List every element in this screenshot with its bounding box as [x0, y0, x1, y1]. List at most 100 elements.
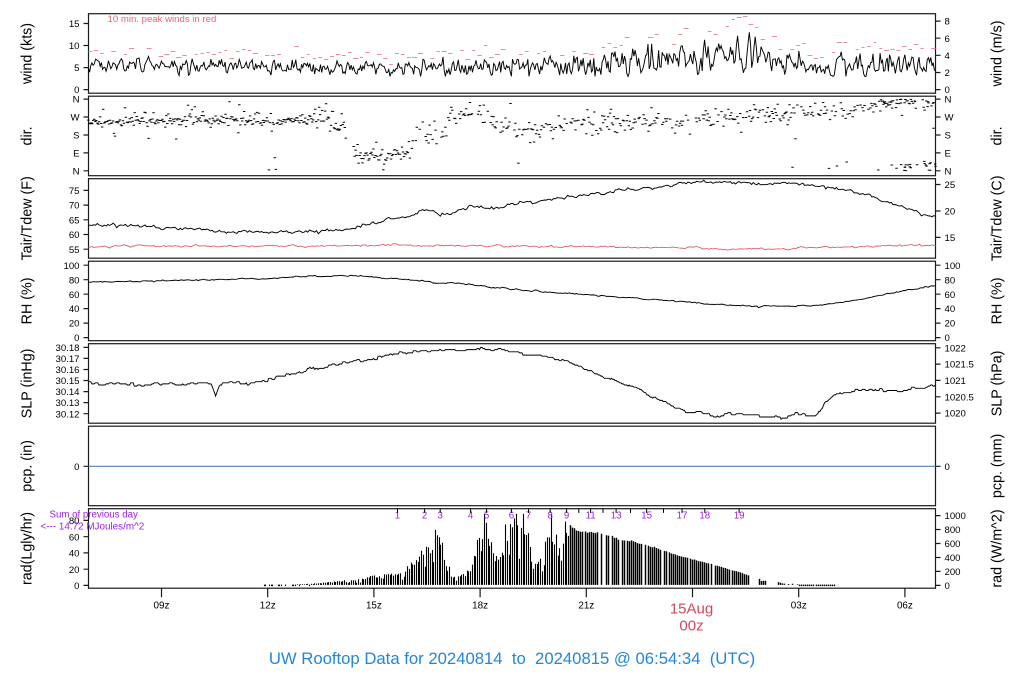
svg-text:30.15: 30.15 [55, 376, 79, 387]
svg-text:0: 0 [945, 85, 950, 96]
svg-text:dir.: dir. [20, 126, 36, 145]
svg-text:65: 65 [69, 215, 80, 226]
svg-text:pcp. (in): pcp. (in) [20, 440, 36, 492]
svg-text:30.13: 30.13 [55, 398, 79, 409]
svg-text:06z: 06z [897, 601, 913, 612]
svg-text:E: E [73, 149, 79, 160]
svg-text:40: 40 [69, 304, 80, 315]
svg-text:100: 100 [63, 261, 79, 272]
svg-text:Tair/Tdew (F): Tair/Tdew (F) [20, 176, 36, 260]
svg-text:0: 0 [945, 462, 950, 473]
svg-text:E: E [945, 149, 951, 160]
svg-text:75: 75 [69, 186, 80, 197]
svg-text:15: 15 [641, 511, 652, 522]
svg-text:80: 80 [69, 516, 80, 527]
svg-text:400: 400 [945, 553, 961, 564]
svg-text:2: 2 [422, 511, 427, 522]
svg-text:15: 15 [69, 19, 80, 30]
svg-text:0: 0 [74, 333, 79, 344]
svg-text:<--- 14.72 MJoules/m^2: <--- 14.72 MJoules/m^2 [41, 522, 145, 533]
svg-text:rad(Lgly/hr): rad(Lgly/hr) [20, 512, 36, 585]
svg-text:1021.5: 1021.5 [945, 360, 974, 371]
svg-text:RH (%): RH (%) [990, 277, 1006, 324]
svg-text:40: 40 [945, 304, 956, 315]
svg-text:SLP (inHg): SLP (inHg) [20, 349, 36, 419]
svg-text:18: 18 [699, 511, 710, 522]
svg-text:5: 5 [484, 511, 489, 522]
svg-text:3: 3 [438, 511, 443, 522]
svg-text:60: 60 [945, 290, 956, 301]
svg-text:15z: 15z [366, 601, 382, 612]
svg-text:7: 7 [526, 511, 531, 522]
svg-text:19: 19 [734, 511, 745, 522]
svg-text:18z: 18z [472, 601, 488, 612]
svg-text:15: 15 [945, 233, 956, 244]
svg-text:SLP (hPa): SLP (hPa) [990, 351, 1006, 417]
svg-text:70: 70 [69, 201, 80, 212]
svg-text:09z: 09z [154, 601, 170, 612]
svg-text:N: N [945, 166, 952, 177]
svg-text:60: 60 [69, 532, 80, 543]
svg-text:S: S [945, 131, 951, 142]
svg-text:1022: 1022 [945, 343, 966, 354]
svg-text:20: 20 [69, 565, 80, 576]
svg-text:17: 17 [677, 511, 688, 522]
svg-text:W: W [70, 113, 80, 124]
svg-text:800: 800 [945, 525, 961, 536]
svg-text:15Aug: 15Aug [670, 601, 713, 618]
svg-text:600: 600 [945, 539, 961, 550]
svg-text:1021: 1021 [945, 376, 966, 387]
svg-text:W: W [945, 113, 955, 124]
svg-text:0: 0 [74, 85, 79, 96]
svg-text:4: 4 [468, 511, 474, 522]
svg-text:8: 8 [548, 511, 553, 522]
svg-text:40: 40 [69, 549, 80, 560]
svg-text:21z: 21z [578, 601, 594, 612]
svg-text:8: 8 [945, 17, 950, 28]
svg-text:dir.: dir. [990, 126, 1006, 145]
svg-text:1020.5: 1020.5 [945, 392, 974, 403]
svg-text:Tair/Tdew (C): Tair/Tdew (C) [990, 176, 1006, 262]
svg-text:S: S [73, 131, 79, 142]
svg-text:Sum of previous day: Sum of previous day [50, 510, 138, 521]
svg-text:100: 100 [945, 261, 961, 272]
svg-text:60: 60 [69, 290, 80, 301]
svg-text:10: 10 [69, 41, 80, 52]
svg-text:wind (kts): wind (kts) [20, 23, 36, 85]
svg-text:1000: 1000 [945, 511, 966, 522]
svg-text:60: 60 [69, 230, 80, 241]
svg-text:30.17: 30.17 [55, 354, 79, 365]
svg-text:10 min. peak winds in red: 10 min. peak winds in red [108, 14, 217, 25]
svg-text:11: 11 [586, 511, 596, 522]
svg-text:30.14: 30.14 [55, 387, 80, 398]
svg-text:N: N [73, 166, 80, 177]
svg-text:80: 80 [69, 275, 80, 286]
svg-text:4: 4 [945, 51, 951, 62]
svg-text:30.12: 30.12 [55, 409, 79, 420]
svg-text:03z: 03z [791, 601, 807, 612]
svg-text:rad (W/m^2): rad (W/m^2) [990, 509, 1006, 587]
svg-text:200: 200 [945, 567, 961, 578]
svg-text:20: 20 [945, 207, 956, 218]
svg-text:wind (m/s): wind (m/s) [990, 21, 1006, 88]
svg-text:UW Rooftop Data for 20240814: UW Rooftop Data for 20240814 to 20240815… [269, 649, 755, 668]
svg-text:25: 25 [945, 180, 956, 191]
svg-text:N: N [945, 95, 952, 106]
svg-text:6: 6 [945, 34, 950, 45]
svg-text:2: 2 [945, 68, 950, 79]
svg-text:55: 55 [69, 245, 80, 256]
svg-text:20: 20 [69, 319, 80, 330]
svg-text:pcp. (mm): pcp. (mm) [990, 434, 1006, 498]
svg-text:N: N [73, 95, 80, 106]
svg-text:1020: 1020 [945, 409, 966, 420]
svg-text:6: 6 [509, 511, 514, 522]
svg-text:0: 0 [945, 333, 950, 344]
svg-text:5: 5 [74, 63, 79, 74]
svg-text:1: 1 [395, 511, 400, 522]
svg-text:0: 0 [74, 581, 79, 592]
svg-text:20: 20 [945, 319, 956, 330]
svg-text:80: 80 [945, 275, 956, 286]
svg-text:RH (%): RH (%) [20, 277, 36, 324]
svg-text:0: 0 [945, 581, 950, 592]
svg-text:12z: 12z [260, 601, 276, 612]
